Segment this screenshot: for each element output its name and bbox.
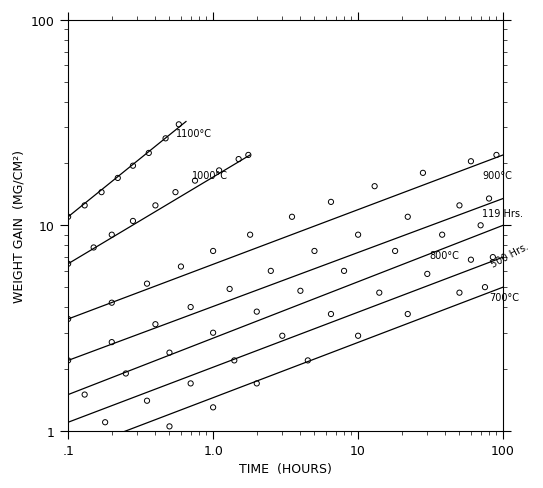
Point [403, 213, 412, 221]
Point [80, 391, 89, 399]
Point [466, 256, 475, 264]
Point [244, 152, 252, 160]
Point [144, 150, 153, 158]
Text: 119 Hrs.: 119 Hrs. [482, 208, 523, 218]
Point [391, 247, 400, 255]
Point [370, 183, 379, 191]
Point [171, 189, 180, 197]
Point [278, 332, 287, 340]
Point [423, 270, 432, 278]
Point [252, 308, 261, 316]
Point [310, 247, 319, 255]
Point [246, 231, 255, 239]
Point [403, 310, 412, 318]
Point [80, 202, 89, 210]
Point [186, 304, 195, 311]
X-axis label: TIME  (HOURS): TIME (HOURS) [239, 463, 332, 475]
Point [151, 321, 160, 328]
Text: 900°C: 900°C [482, 171, 512, 181]
Point [64, 213, 72, 221]
Point [438, 231, 446, 239]
Point [209, 329, 217, 337]
Point [108, 231, 116, 239]
Point [353, 231, 362, 239]
Point [375, 289, 384, 297]
Point [143, 397, 151, 405]
Point [176, 263, 185, 271]
Point [288, 213, 296, 221]
Point [64, 315, 72, 323]
Text: 800°C: 800°C [430, 250, 459, 260]
Point [252, 380, 261, 387]
Point [489, 254, 497, 262]
Point [267, 267, 275, 275]
Point [108, 339, 116, 346]
Y-axis label: WEIGHT GAIN  (MG/CM²): WEIGHT GAIN (MG/CM²) [12, 149, 26, 302]
Text: 700°C: 700°C [489, 292, 519, 302]
Point [492, 152, 501, 160]
Point [186, 380, 195, 387]
Point [129, 163, 137, 170]
Text: 500 Hrs.: 500 Hrs. [489, 241, 530, 269]
Point [165, 423, 174, 430]
Point [230, 357, 238, 365]
Point [209, 247, 217, 255]
Point [89, 244, 98, 252]
Point [64, 357, 72, 365]
Point [122, 445, 130, 452]
Point [101, 419, 110, 427]
Point [122, 370, 130, 378]
Point [64, 260, 72, 268]
Text: 1100°C: 1100°C [175, 129, 211, 139]
Point [165, 349, 174, 357]
Point [225, 285, 234, 293]
Point [191, 177, 199, 185]
Point [485, 195, 494, 203]
Point [455, 202, 464, 210]
Point [215, 167, 224, 175]
Point [304, 357, 312, 365]
Point [455, 289, 464, 297]
Point [481, 284, 489, 291]
Point [97, 189, 106, 197]
Text: 1000°C: 1000°C [192, 171, 229, 181]
Point [174, 121, 183, 129]
Point [151, 202, 160, 210]
Point [113, 175, 122, 183]
Point [234, 156, 243, 163]
Point [476, 222, 485, 230]
Point [296, 287, 305, 295]
Point [419, 170, 427, 178]
Point [143, 280, 151, 288]
Point [161, 135, 170, 143]
Point [353, 332, 362, 340]
Point [340, 267, 349, 275]
Point [209, 404, 217, 411]
Point [108, 299, 116, 307]
Point [327, 199, 336, 206]
Point [466, 158, 475, 166]
Point [327, 310, 336, 318]
Point [129, 218, 137, 225]
